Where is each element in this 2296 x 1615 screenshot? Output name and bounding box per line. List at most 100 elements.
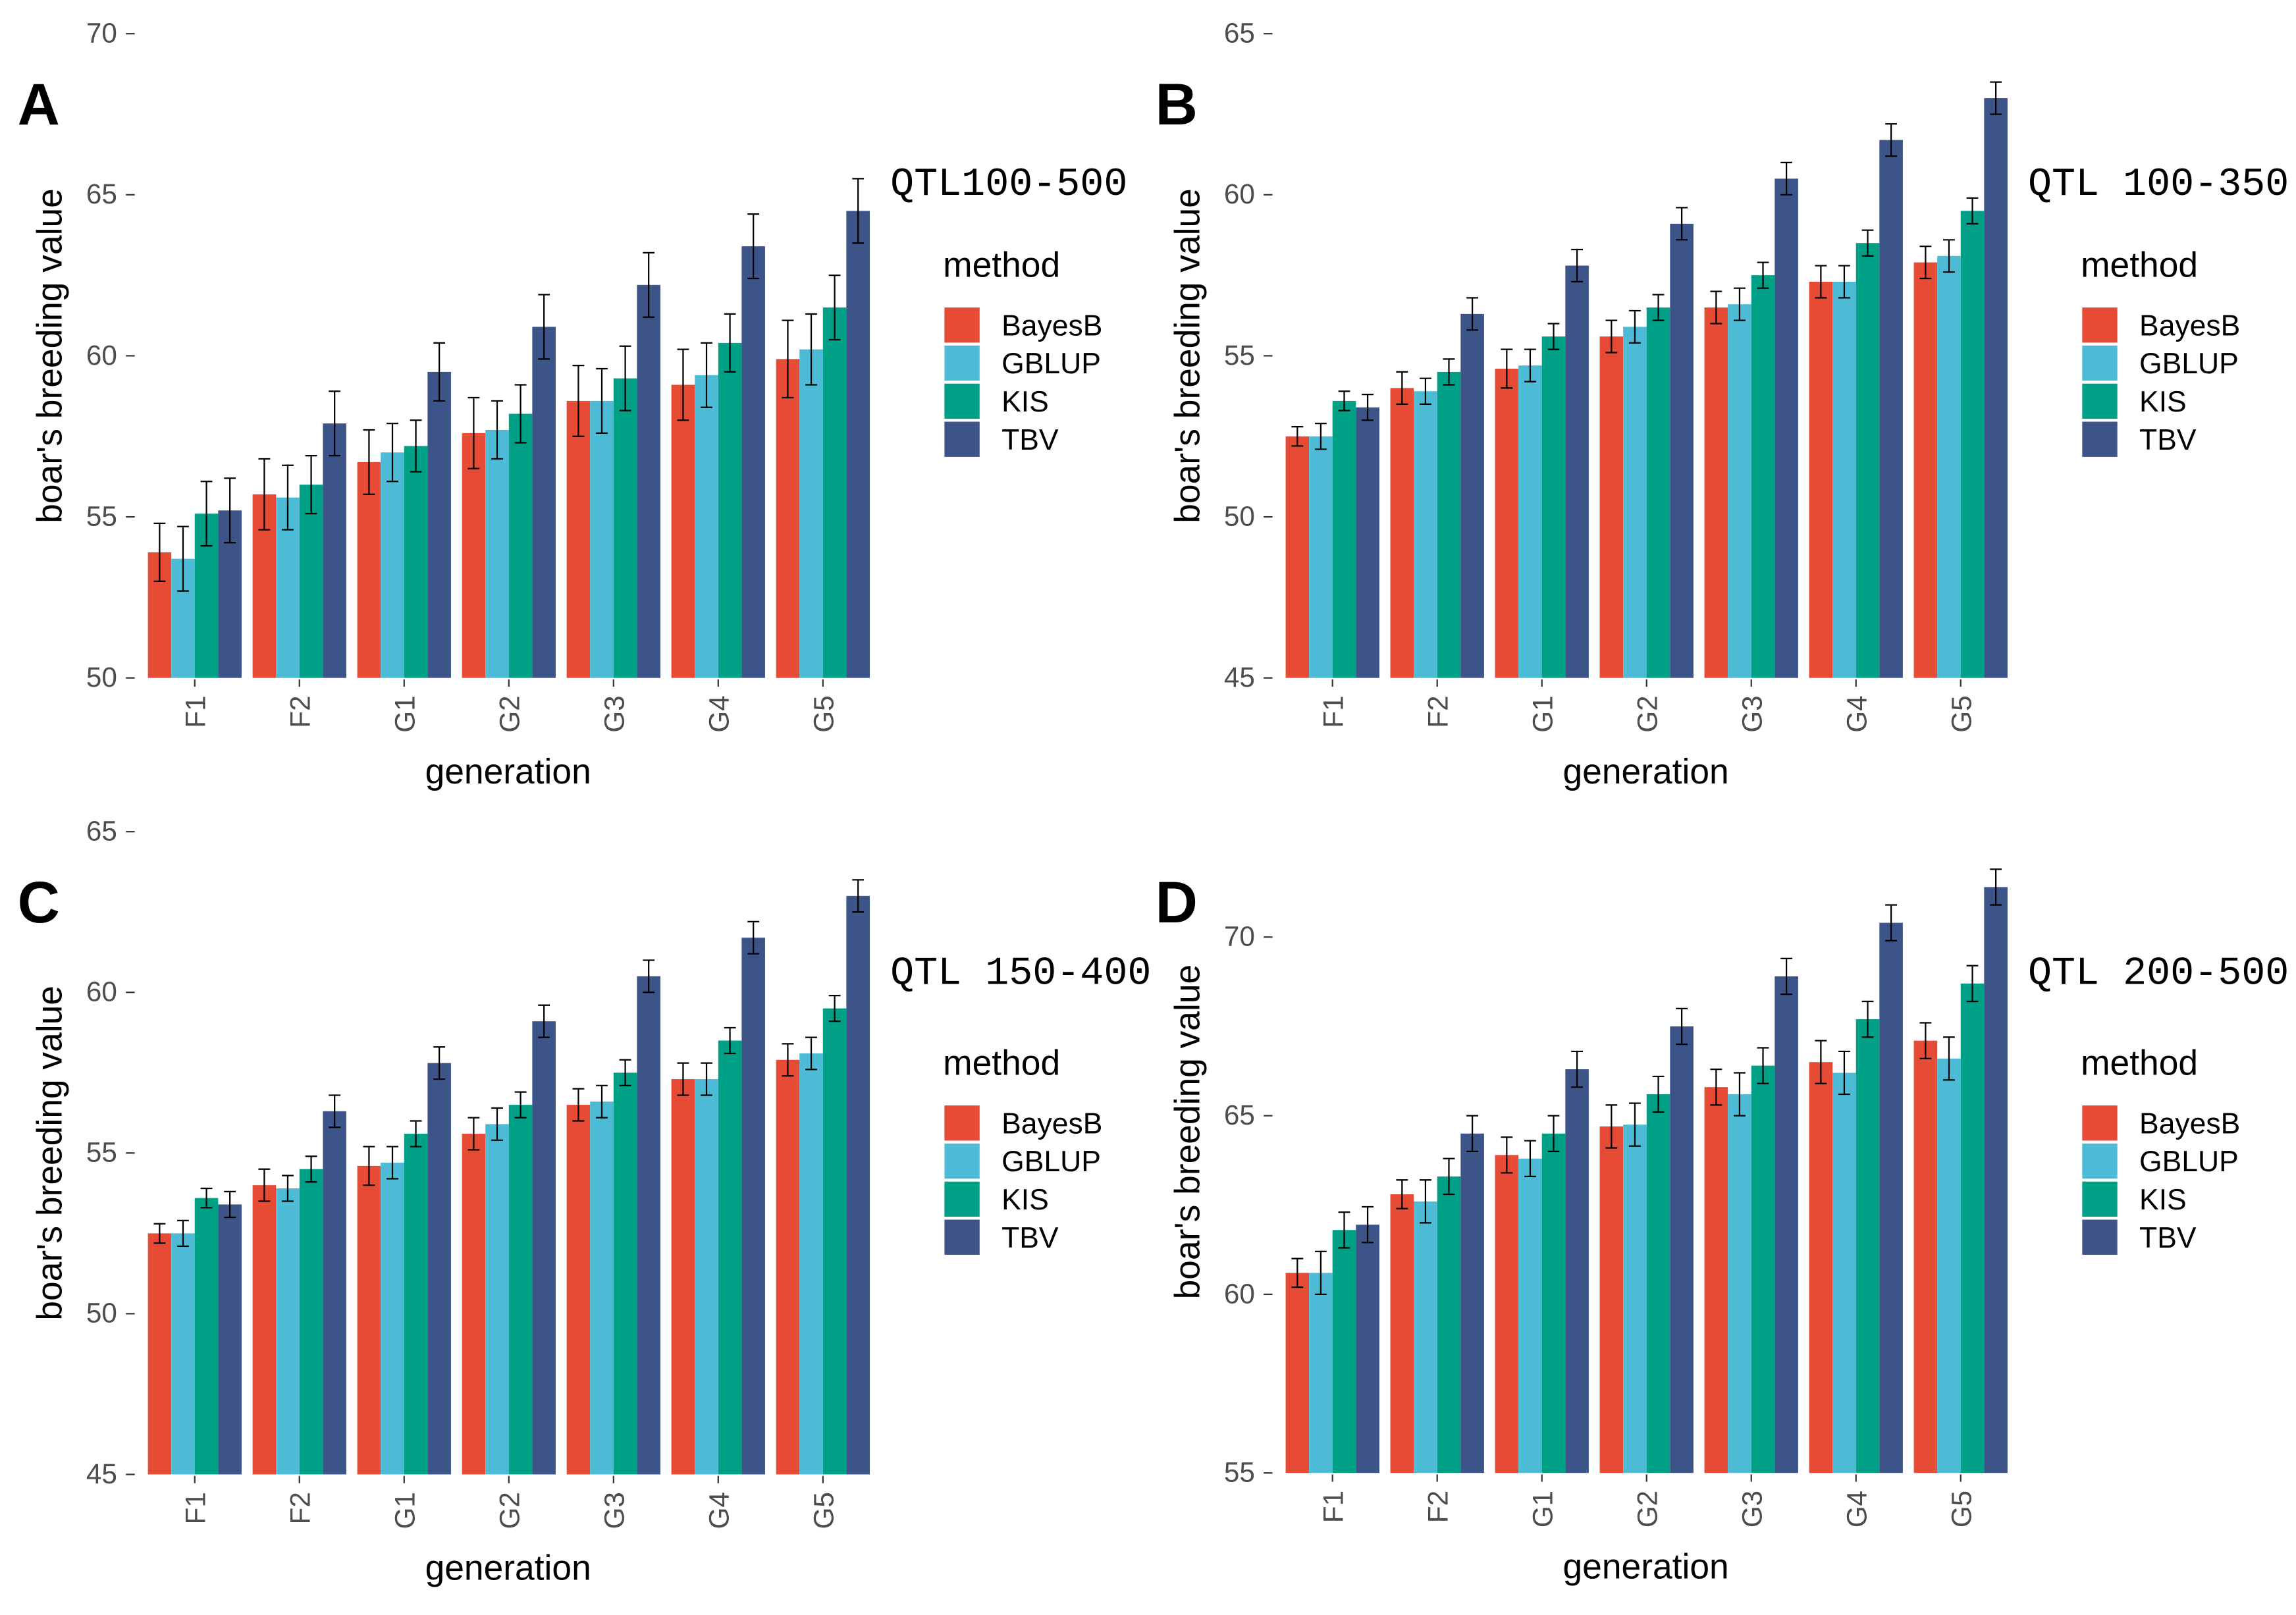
y-axis-title: boar's breeding value	[1168, 188, 1207, 523]
bar-kis-f2	[299, 485, 323, 678]
error-bar	[1629, 309, 1641, 344]
bar-tbv-f2	[1460, 1133, 1484, 1473]
x-tick-label: G5	[808, 695, 839, 732]
error-bar	[828, 995, 841, 1022]
bar-tbv-g4	[741, 246, 765, 678]
error-bar	[1966, 197, 1979, 225]
legend-label: GBLUP	[1001, 348, 1101, 380]
error-bar	[1420, 1179, 1431, 1224]
y-axis-title: boar's breeding value	[30, 986, 69, 1321]
qtl-label: QTL 200-500	[2028, 951, 2289, 996]
bar-tbv-g4	[741, 938, 765, 1475]
error-bar	[491, 1107, 503, 1141]
bar-tbv-g2	[1670, 223, 1694, 678]
y-tick-label: 55	[1224, 340, 1255, 371]
bar-bayesb-f2	[1390, 1194, 1414, 1473]
error-bar	[747, 213, 760, 280]
error-bar	[387, 1146, 398, 1180]
error-bar	[1757, 1047, 1769, 1084]
bar-bayesb-g5	[1913, 1040, 1938, 1473]
error-bar	[1990, 81, 2002, 115]
legend-label: GBLUP	[2139, 348, 2239, 380]
bar-tbv-f2	[323, 423, 346, 678]
panel-letter: B	[1156, 71, 1198, 137]
error-bar	[782, 1043, 794, 1077]
bar-gblup-g2	[485, 429, 509, 678]
error-bar	[1710, 290, 1722, 325]
bar-bayesb-g2	[1599, 336, 1624, 678]
bar-bayesb-f2	[252, 1185, 277, 1475]
error-bar	[305, 454, 317, 515]
y-tick-label: 60	[86, 340, 117, 371]
error-bar	[1466, 297, 1478, 331]
legend-label: TBV	[1001, 1222, 1059, 1254]
error-bar	[177, 525, 189, 592]
error-bar	[329, 1094, 341, 1128]
x-tick-label: F2	[1422, 695, 1453, 728]
legend-label: GBLUP	[2139, 1146, 2239, 1178]
bar-tbv-g1	[427, 371, 451, 678]
x-tick-label: G2	[1632, 695, 1663, 732]
bar-tbv-g3	[637, 284, 660, 678]
y-tick-label: 55	[1224, 1457, 1255, 1488]
legend-swatch-gblup	[944, 345, 980, 381]
error-bar	[200, 1187, 213, 1209]
legend-swatch-bayesb	[2082, 1105, 2118, 1141]
error-bar	[596, 367, 608, 434]
x-tick-label: F1	[1318, 1491, 1348, 1523]
bar-bayesb-g5	[1913, 262, 1938, 678]
bar-kis-g4	[1855, 243, 1880, 678]
legend-swatch-bayesb	[944, 1105, 980, 1141]
bar-gblup-g1	[1518, 365, 1542, 678]
error-bar	[1780, 161, 1792, 196]
bar-tbv-g1	[1565, 265, 1589, 678]
x-tick-label: G4	[703, 1492, 734, 1529]
y-tick-label: 65	[1224, 1099, 1255, 1130]
legend-label: BayesB	[1001, 1107, 1102, 1140]
bar-gblup-g3	[590, 400, 614, 678]
error-bar	[701, 342, 712, 408]
error-bar	[1443, 1157, 1455, 1196]
legend-label: TBV	[2139, 424, 2197, 456]
bar-kis-f1	[1332, 1230, 1356, 1473]
bar-bayesb-f1	[147, 1233, 172, 1475]
error-bar	[514, 384, 527, 444]
error-bar	[677, 1062, 689, 1096]
bar-kis-g3	[613, 1072, 637, 1475]
error-bar	[387, 423, 398, 483]
bar-bayesb-g3	[1704, 307, 1728, 678]
error-bar	[1605, 319, 1618, 354]
bar-bayesb-g1	[357, 1165, 381, 1475]
bar-kis-g4	[718, 342, 742, 678]
bar-tbv-g2	[532, 1021, 556, 1475]
y-tick-label: 45	[1224, 662, 1255, 693]
error-bar	[1338, 390, 1350, 411]
error-bar	[1710, 1068, 1722, 1106]
error-bar	[1524, 1140, 1536, 1177]
legend-label: BayesB	[2139, 309, 2240, 342]
bar-bayesb-g3	[566, 1105, 591, 1475]
error-bar	[177, 1219, 189, 1248]
y-tick-label: 65	[86, 816, 117, 847]
bar-tbv-g2	[1670, 1026, 1694, 1473]
error-bar	[1838, 1050, 1850, 1096]
bar-gblup-g2	[485, 1124, 509, 1475]
bar-gblup-g4	[1832, 281, 1856, 678]
bar-bayesb-g1	[1495, 1155, 1519, 1473]
legend-label: KIS	[1001, 386, 1049, 418]
error-bar	[596, 1084, 608, 1119]
legend-title: method	[943, 1044, 1060, 1082]
bar-bayesb-g2	[462, 1134, 486, 1475]
bar-kis-g5	[822, 1008, 847, 1475]
bar-kis-g3	[1751, 275, 1775, 678]
error-bar	[747, 920, 760, 955]
bar-bayesb-f1	[1285, 436, 1310, 678]
bar-tbv-g3	[1775, 976, 1798, 1473]
error-bar	[1501, 1136, 1513, 1174]
error-bar	[1443, 358, 1455, 386]
error-bar	[410, 1120, 422, 1148]
legend-swatch-bayesb	[944, 307, 980, 343]
bar-kis-g3	[1751, 1065, 1775, 1473]
error-bar	[828, 275, 841, 341]
